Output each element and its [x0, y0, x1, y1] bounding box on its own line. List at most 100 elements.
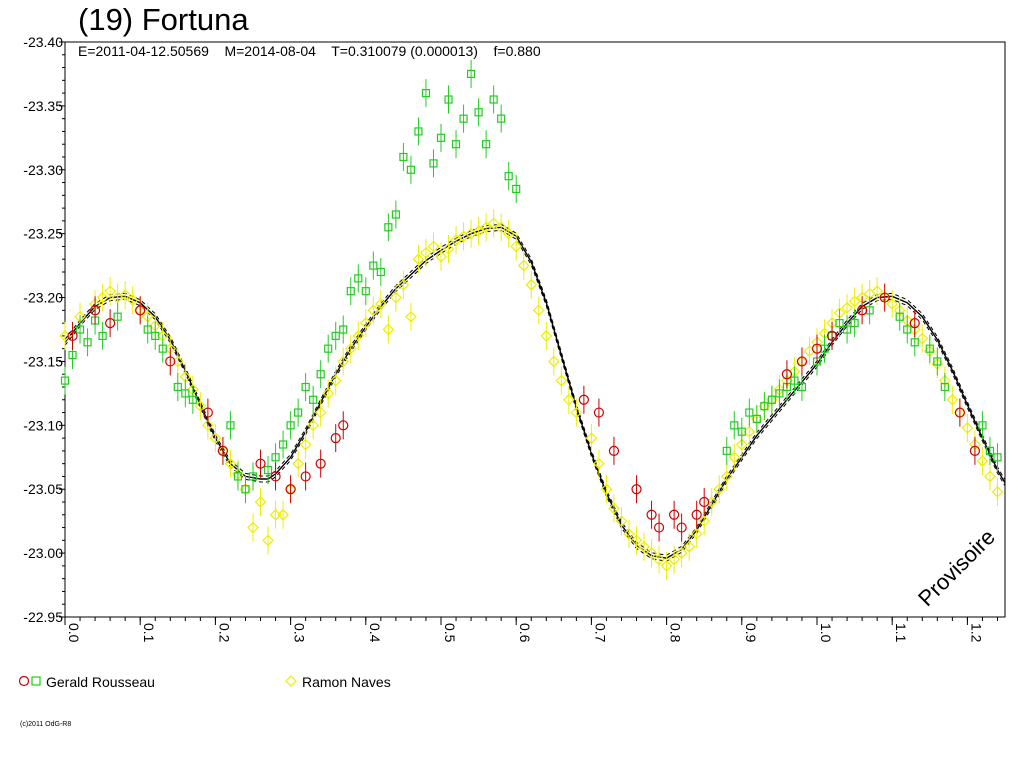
square-marker: [226, 421, 235, 430]
diamond-marker: [487, 217, 500, 230]
data-point: [96, 283, 109, 312]
data-point: [645, 539, 658, 568]
diamond-marker: [202, 419, 214, 432]
diamond-marker: [126, 294, 139, 306]
data-point: [346, 277, 355, 306]
circle-marker: [811, 343, 823, 354]
diamond-marker: [562, 393, 575, 406]
data-point: [525, 270, 538, 299]
data-point: [465, 219, 477, 248]
data-point: [329, 366, 342, 395]
circle-marker: [255, 458, 266, 469]
diamond-marker: [224, 457, 237, 470]
fit-curve-layer: [64, 223, 1006, 562]
data-point: [487, 209, 500, 238]
diamond-marker: [638, 540, 650, 553]
data-point: [728, 443, 741, 472]
y-tick-label: -23.05: [23, 481, 63, 497]
square-marker: [83, 338, 92, 347]
square-marker: [331, 331, 340, 340]
data-point: [361, 277, 370, 306]
diamond-marker: [615, 515, 628, 528]
square-marker: [188, 395, 197, 404]
circle-marker: [202, 407, 213, 418]
circle-marker: [857, 305, 868, 316]
data-point: [181, 379, 190, 408]
data-point: [286, 411, 295, 440]
diamond-marker: [96, 291, 109, 304]
data-point: [752, 404, 761, 433]
circle-marker: [608, 445, 620, 456]
data-point: [337, 347, 350, 376]
diamond-marker: [660, 560, 673, 572]
circle-marker: [330, 433, 341, 444]
circle-marker: [315, 458, 326, 469]
data-point: [444, 85, 453, 114]
data-point: [412, 245, 425, 274]
data-point: [354, 264, 363, 293]
x-tick-label: 1.2: [968, 623, 984, 643]
diamond-marker: [668, 553, 680, 566]
data-point: [730, 411, 739, 440]
data-point: [451, 130, 461, 159]
diamond-marker: [277, 508, 289, 521]
data-point: [474, 98, 483, 127]
square-marker: [993, 453, 1002, 462]
square-marker: [451, 140, 461, 149]
diamond-marker: [608, 502, 620, 515]
circle-marker: [300, 471, 311, 482]
square-marker: [790, 376, 799, 385]
circle-marker: [89, 305, 101, 316]
data-point: [224, 449, 237, 478]
data-point: [984, 462, 996, 491]
data-point: [338, 411, 349, 440]
circle-marker: [338, 420, 349, 431]
square-marker: [925, 344, 934, 353]
data-point: [405, 302, 417, 331]
square-marker: [309, 395, 318, 404]
data-point: [241, 475, 250, 504]
diamond-marker: [645, 547, 658, 559]
data-point: [886, 289, 899, 318]
diamond-marker: [517, 259, 530, 272]
y-tick-label: -23.40: [23, 34, 63, 50]
diamond-marker: [713, 483, 726, 496]
square-marker: [316, 370, 325, 379]
diamond-marker: [412, 253, 425, 266]
data-point: [555, 366, 568, 395]
circle-marker: [826, 330, 838, 341]
square-marker: [113, 312, 122, 321]
legend-item-ramon-naves: Ramon Naves: [284, 673, 391, 691]
square-marker: [429, 159, 438, 168]
diamond-marker: [209, 432, 222, 444]
data-point: [436, 123, 446, 152]
data-point: [255, 449, 266, 478]
circle-marker: [631, 484, 642, 495]
diamond-marker: [886, 298, 899, 310]
data-point: [578, 385, 589, 414]
square-marker: [391, 210, 400, 219]
square-marker: [903, 325, 912, 334]
data-point: [248, 462, 258, 491]
data-point: [946, 385, 959, 414]
data-point: [202, 398, 213, 427]
diamond-marker: [555, 374, 568, 387]
circle-marker: [653, 522, 665, 533]
square-marker: [301, 382, 310, 392]
diamond-marker: [690, 528, 703, 540]
data-point: [262, 526, 274, 555]
square-marker: [797, 382, 807, 392]
diamond-marker: [104, 285, 116, 298]
data-point: [940, 373, 949, 401]
x-tick-label: 0.7: [592, 623, 608, 643]
data-point: [165, 347, 176, 376]
diamond-marker: [841, 301, 853, 314]
diamond-marker: [720, 470, 733, 483]
square-marker: [263, 465, 273, 475]
diamond-marker: [675, 547, 688, 559]
data-point: [660, 551, 673, 580]
data-point: [151, 321, 160, 350]
data-point: [504, 162, 513, 191]
diamond-marker: [307, 419, 320, 432]
data-point: [442, 235, 455, 263]
